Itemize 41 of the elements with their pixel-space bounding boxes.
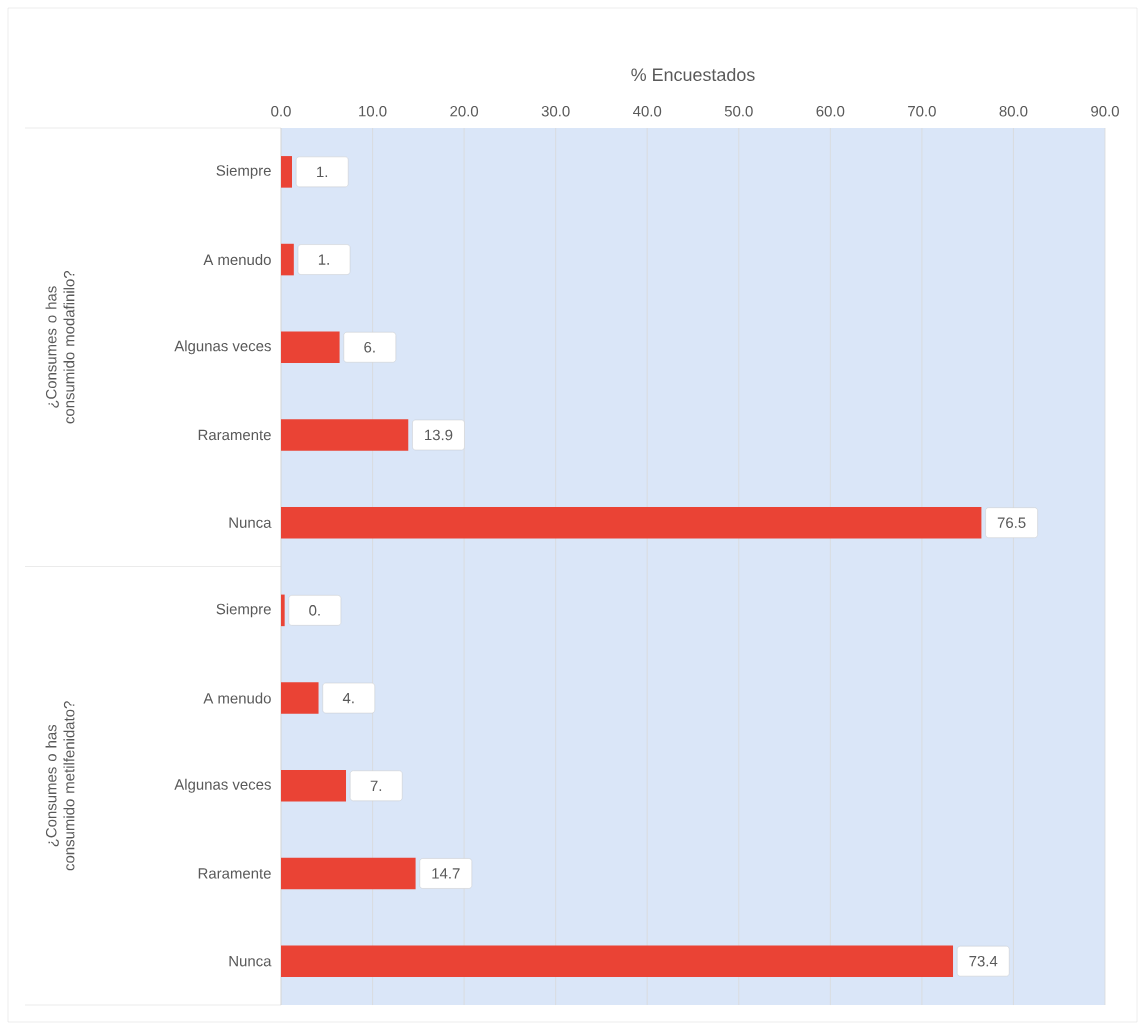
data-label: 13.9 bbox=[425, 429, 453, 441]
y-tick-label: A menudo bbox=[203, 692, 271, 704]
y-tick-label: Nunca bbox=[229, 517, 272, 528]
x-tick-label: 70.0 bbox=[908, 105, 936, 117]
x-tick-label: 90.0 bbox=[1091, 105, 1119, 117]
x-tick-label: 80.0 bbox=[999, 105, 1028, 117]
y-tick-label: A menudo bbox=[203, 254, 271, 266]
data-label: 1. bbox=[318, 254, 329, 265]
x-tick-label: 20.0 bbox=[450, 105, 479, 117]
x-tick-label: 0.0 bbox=[271, 105, 291, 117]
data-label: 4. bbox=[342, 692, 354, 704]
x-tick-label: 10.0 bbox=[359, 105, 387, 117]
bar bbox=[281, 857, 416, 890]
text: ¿Consumes o has consumido metilfenidato? bbox=[45, 701, 75, 871]
x-tick-label: 60.0 bbox=[816, 105, 845, 117]
bar bbox=[281, 419, 409, 451]
y-tick-label: Raramente bbox=[198, 429, 271, 441]
bar bbox=[281, 331, 340, 364]
data-label: 7. bbox=[370, 780, 382, 791]
bar bbox=[281, 682, 319, 714]
y-tick-label: Algunas veces bbox=[174, 340, 271, 355]
bar bbox=[281, 243, 294, 276]
data-label: 76.5 bbox=[997, 517, 1026, 528]
x-tick-label: 30.0 bbox=[541, 105, 570, 117]
bar bbox=[281, 156, 292, 188]
bar bbox=[281, 594, 285, 627]
x-tick-label: 50.0 bbox=[724, 105, 753, 117]
x-axis-title: % Encuestados bbox=[631, 67, 755, 82]
data-label: 1. bbox=[317, 166, 328, 177]
y-tick-label: Siempre bbox=[216, 603, 271, 618]
y-tick-label: Nunca bbox=[229, 955, 272, 967]
data-label: 0. bbox=[309, 605, 320, 616]
data-label: 14.7 bbox=[432, 868, 460, 879]
y-tick-label: Algunas veces bbox=[174, 778, 271, 793]
text: ¿Consumes o has consumido modafinilo? bbox=[45, 270, 75, 424]
y-tick-label: Siempre bbox=[216, 164, 271, 179]
y-tick-label: Raramente bbox=[198, 868, 271, 879]
bar bbox=[281, 506, 982, 539]
data-label: 73.4 bbox=[969, 955, 998, 967]
x-tick-label: 40.0 bbox=[633, 105, 662, 117]
data-label: 6. bbox=[364, 341, 375, 353]
